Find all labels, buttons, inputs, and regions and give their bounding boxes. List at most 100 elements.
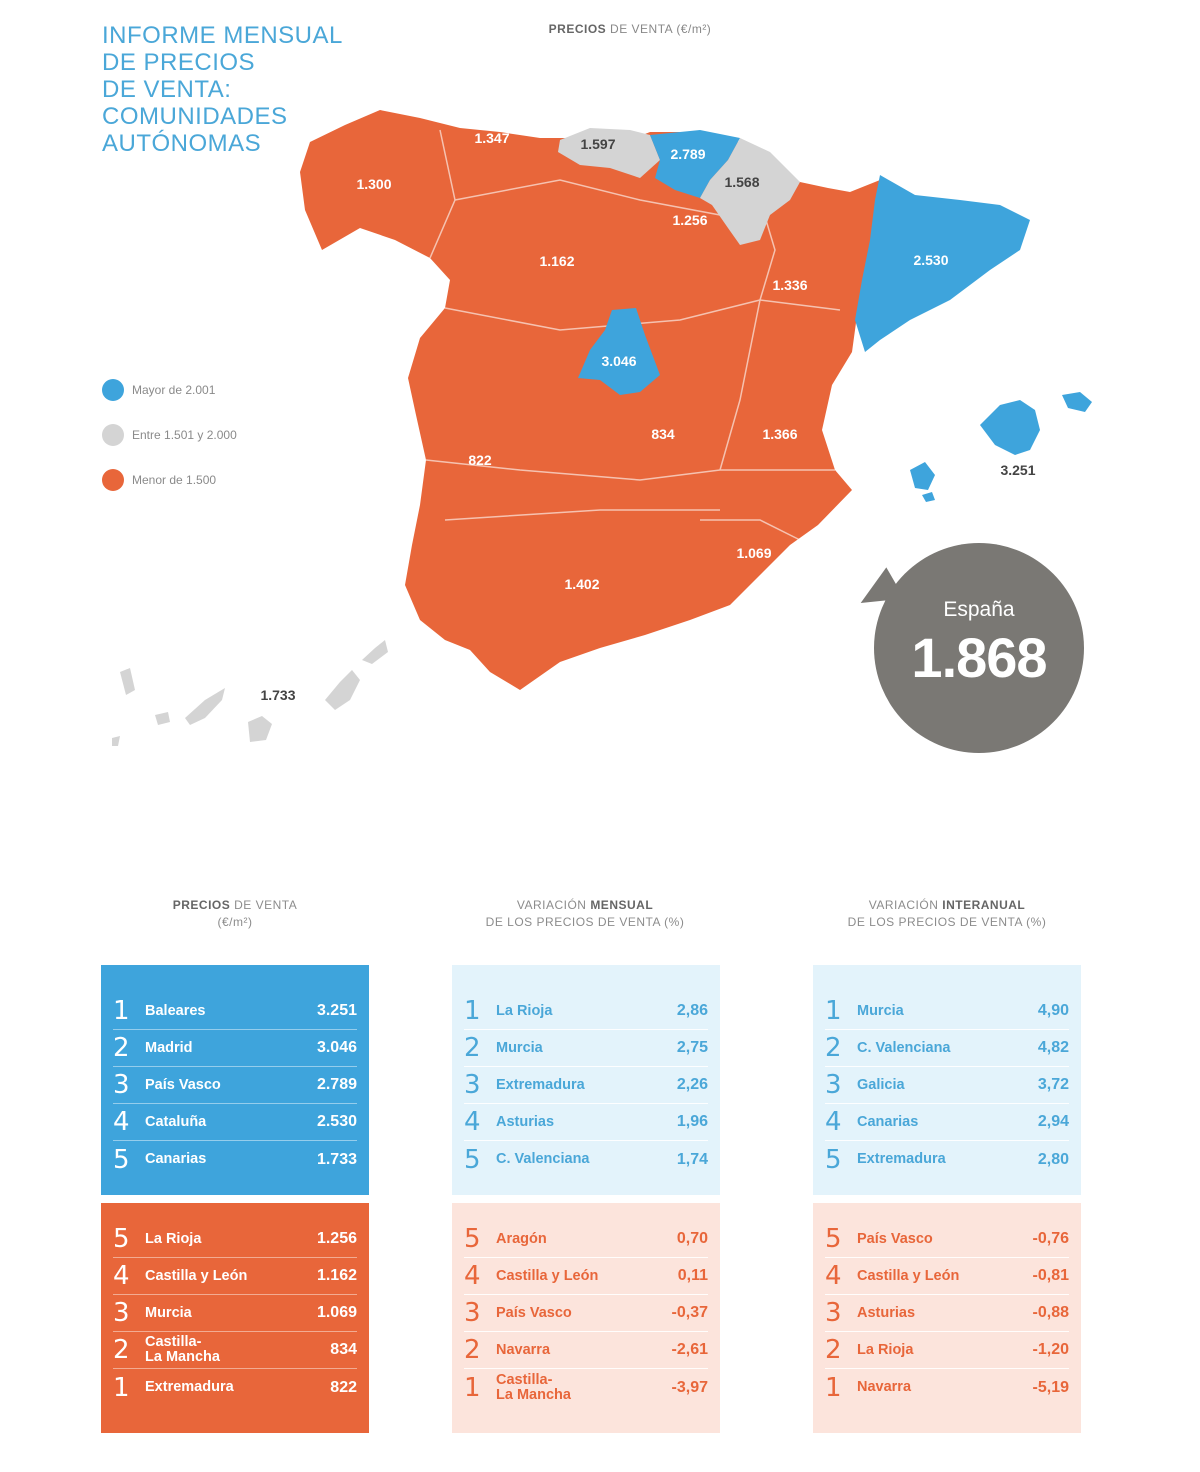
legend-dot-mayor	[102, 379, 124, 401]
legend-item-entre: Entre 1.501 y 2.000	[102, 423, 237, 447]
label-murcia: 1.069	[736, 545, 771, 561]
title-line-1: INFORME MENSUAL	[102, 22, 343, 49]
region-value: 1.162	[316, 1267, 357, 1284]
label-pais-vasco: 2.789	[670, 146, 705, 162]
region-madrid	[578, 308, 660, 395]
region-name: La Rioja	[857, 1341, 914, 1358]
rank-number: 3	[825, 1070, 842, 1100]
region-name: País Vasco	[857, 1230, 933, 1247]
panel-bottom: 5 Aragón 0,70 4 Castilla y León 0,11 3 País Vas…	[452, 1203, 720, 1433]
rank-number: 4	[825, 1107, 842, 1137]
rank-number: 2	[825, 1335, 842, 1365]
region-canarias-1	[120, 668, 135, 695]
region-name: Castilla- La Mancha	[496, 1371, 571, 1403]
region-name: Galicia	[857, 1076, 905, 1093]
ranking-row: 4 Asturias 1,96	[464, 1104, 708, 1141]
region-name: Baleares	[145, 1002, 206, 1019]
ranking-row: 2 Castilla- La Mancha 834	[113, 1332, 357, 1369]
title-line-4: COMUNIDADES	[102, 103, 288, 130]
spain-total-label: España	[943, 598, 1015, 621]
region-name: País Vasco	[496, 1304, 572, 1321]
panel-top: 1 La Rioja 2,86 2 Murcia 2,75 3 Extremadura 2,26…	[452, 965, 720, 1195]
rank-number: 1	[464, 1372, 481, 1403]
region-name: Asturias	[496, 1113, 555, 1130]
region-name: Murcia	[496, 1039, 543, 1056]
rank-number: 1	[113, 1372, 130, 1403]
ranking-row: 2 Murcia 2,75	[464, 1030, 708, 1067]
ranking-row: 5 Extremadura 2,80	[825, 1141, 1069, 1178]
region-name: Canarias	[857, 1113, 919, 1130]
region-value: 1.256	[316, 1230, 357, 1247]
rank-number: 3	[825, 1298, 842, 1328]
region-canarias-3	[185, 688, 225, 725]
ranking-row: 5 Canarias 1.733	[113, 1141, 357, 1178]
region-name: Cataluña	[145, 1113, 207, 1130]
legend-dot-menor	[102, 469, 124, 491]
ranking-row: 4 Castilla y León 0,11	[464, 1258, 708, 1295]
label-madrid: 3.046	[601, 353, 636, 369]
ranking-row: 3 País Vasco -0,37	[464, 1295, 708, 1332]
region-value: 3,72	[1037, 1076, 1069, 1093]
rank-number: 2	[825, 1033, 842, 1063]
rank-number: 5	[464, 1224, 481, 1254]
panel-bottom: 5 La Rioja 1.256 4 Castilla y León 1.162 3 Murc…	[101, 1203, 369, 1433]
rank-number: 2	[464, 1033, 481, 1063]
region-value: -3,97	[671, 1378, 708, 1396]
ranking-row: 2 Navarra -2,61	[464, 1332, 708, 1369]
region-value: 2,80	[1037, 1150, 1069, 1168]
region-name: Castilla y León	[145, 1267, 248, 1284]
map-heading: PRECIOS DE VENTA (€/m²)	[460, 22, 800, 36]
rank-number: 4	[464, 1261, 481, 1291]
region-value: 2,86	[676, 1002, 708, 1019]
heading-bold: PRECIOS	[172, 898, 231, 912]
legend-label-mayor: Mayor de 2.001	[132, 383, 216, 397]
region-canarias-4	[248, 716, 272, 742]
ranking-row: 3 País Vasco 2.789	[113, 1067, 357, 1104]
legend-label-menor: Menor de 1.500	[132, 473, 217, 487]
region-name: Aragón	[496, 1230, 547, 1247]
heading-pre: VARIACIÓN	[516, 898, 591, 912]
rank-number: 4	[113, 1261, 130, 1291]
region-value: 0,70	[676, 1230, 708, 1247]
ranking-row: 3 Murcia 1.069	[113, 1295, 357, 1332]
rank-number: 1	[113, 996, 130, 1026]
region-cataluna	[855, 175, 1030, 352]
heading-pre: VARIACIÓN	[868, 898, 943, 912]
rank-number: 2	[464, 1335, 481, 1365]
region-canarias-5	[325, 670, 360, 710]
title-line-2: DE PRECIOS	[102, 49, 256, 76]
label-baleares: 3.251	[1000, 462, 1035, 478]
rank-number: 5	[825, 1144, 842, 1175]
ranking-row: 5 País Vasco -0,76	[825, 1221, 1069, 1258]
region-name: Canarias	[145, 1151, 207, 1167]
legend-item-menor: Menor de 1.500	[102, 468, 237, 492]
region-value: -1,20	[1032, 1341, 1069, 1358]
region-canarias-6	[362, 640, 388, 664]
rank-number: 3	[113, 1298, 130, 1328]
rank-number: 5	[113, 1144, 130, 1175]
map-heading-bold: PRECIOS	[548, 22, 607, 36]
panel-bottom: 5 País Vasco -0,76 4 Castilla y León -0,81 3 As…	[813, 1203, 1081, 1433]
region-borders	[425, 129, 841, 541]
ranking-row: 2 Madrid 3.046	[113, 1030, 357, 1067]
ranking-row: 2 La Rioja -1,20	[825, 1332, 1069, 1369]
region-name: Castilla- La Mancha	[145, 1334, 220, 1365]
label-canarias: 1.733	[260, 687, 295, 703]
map-legend: Mayor de 2.001 Entre 1.501 y 2.000 Menor…	[102, 378, 237, 513]
region-navarra	[700, 138, 800, 245]
panel-top: 1 Murcia 4,90 2 C. Valenciana 4,82 3 Galicia 3,7…	[813, 965, 1081, 1195]
heading-line-2: (€/m²)	[217, 915, 253, 929]
heading-line-2: DE LOS PRECIOS DE VENTA (%)	[485, 915, 685, 929]
region-name: Murcia	[145, 1304, 192, 1321]
rank-number: 1	[825, 996, 842, 1026]
region-canarias-2	[155, 712, 170, 725]
heading-line-2: DE LOS PRECIOS DE VENTA (%)	[847, 915, 1047, 929]
rank-number: 4	[825, 1261, 842, 1291]
rank-number: 2	[113, 1335, 130, 1365]
rank-number: 3	[113, 1070, 130, 1100]
region-name: C. Valenciana	[857, 1039, 951, 1056]
column-heading-precios: PRECIOS DE VENTA (€/m²)	[85, 897, 385, 931]
region-value: 4,90	[1037, 1002, 1069, 1019]
region-name: Extremadura	[496, 1076, 585, 1093]
label-castilla-leon: 1.162	[539, 253, 574, 269]
